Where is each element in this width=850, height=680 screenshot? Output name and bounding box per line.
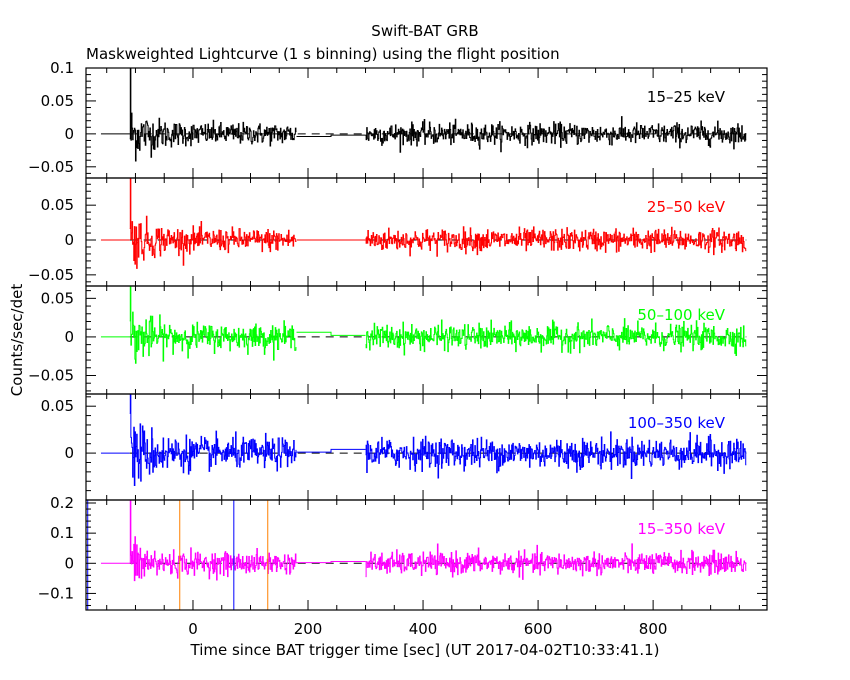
series-legend-label: 15–25 keV <box>647 88 726 106</box>
series-legend-label: 50–100 keV <box>637 306 725 324</box>
y-tick-label: 0 <box>64 328 74 346</box>
panel-25-50-keV: 0.05 0 −0.05 25–50 keV <box>28 177 768 287</box>
chart-title: Swift-BAT GRB <box>371 22 478 40</box>
x-tick-label: 200 <box>294 620 323 638</box>
series-group <box>100 500 747 582</box>
y-tick-label: 0 <box>64 231 74 249</box>
x-tick-label: 600 <box>524 620 553 638</box>
y-tick-label: −0.05 <box>28 158 74 176</box>
x-tick-label: 0 <box>188 620 198 638</box>
series-line <box>100 500 747 582</box>
y-tick-label: −0.05 <box>28 366 74 384</box>
panel-50-100-keV: 0.05 0 −0.05 50–100 keV <box>28 285 768 395</box>
series-group <box>100 286 747 364</box>
y-tick-label: 0.05 <box>41 289 74 307</box>
y-tick-label: −0.05 <box>28 266 74 284</box>
series-group <box>100 394 747 487</box>
y-axis-label: Counts/sec/det <box>8 284 26 397</box>
series-line <box>100 178 747 269</box>
y-tick-label: 0.05 <box>41 92 74 110</box>
series-line <box>100 68 747 162</box>
panel-15-350-keV: 0.2 0.1 0 −0.1 15–350 keV <box>38 494 768 611</box>
y-tick-label: 0.2 <box>50 494 74 512</box>
series-legend-label: 25–50 keV <box>647 198 726 216</box>
y-tick-label: 0.05 <box>41 196 74 214</box>
series-line <box>100 286 747 364</box>
x-axis-label: Time since BAT trigger time [sec] (UT 20… <box>190 641 660 659</box>
series-legend-label: 100–350 keV <box>628 414 726 432</box>
y-tick-label: 0 <box>64 125 74 143</box>
chart-subtitle: Maskweighted Lightcurve (1 s binning) us… <box>86 45 560 63</box>
y-tick-label: 0.1 <box>50 59 74 77</box>
panel-frame <box>85 67 768 179</box>
y-tick-label: −0.1 <box>38 584 74 602</box>
panel-100-350-keV: 0.05 0 100–350 keV <box>41 393 768 501</box>
panel-frame <box>85 499 768 611</box>
series-legend-label: 15–350 keV <box>637 520 725 538</box>
series-line <box>100 394 747 487</box>
y-tick-label: 0 <box>64 554 74 572</box>
y-tick-label: 0.05 <box>41 397 74 415</box>
series-group <box>100 68 747 162</box>
series-group <box>100 178 747 269</box>
x-tick-label: 800 <box>639 620 668 638</box>
panel-15-25-keV: 0.1 0.05 0 −0.05 15–25 keV <box>28 59 768 179</box>
y-tick-label: 0.1 <box>50 524 74 542</box>
x-tick-label: 400 <box>409 620 438 638</box>
y-tick-label: 0 <box>64 444 74 462</box>
